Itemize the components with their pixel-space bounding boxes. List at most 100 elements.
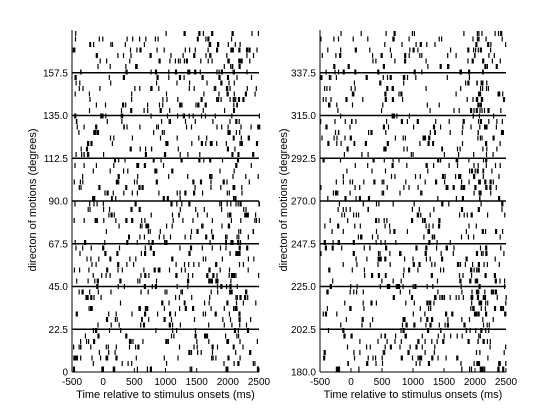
spike-tick bbox=[378, 201, 380, 207]
spike-tick bbox=[139, 47, 142, 53]
spike-tick bbox=[178, 344, 181, 350]
spike-tick bbox=[427, 141, 430, 146]
spike-tick bbox=[255, 300, 257, 306]
spike-tick bbox=[399, 251, 402, 256]
spike-tick bbox=[323, 350, 326, 355]
spike-tick bbox=[227, 223, 231, 229]
spike-tick bbox=[221, 80, 223, 86]
spike-tick bbox=[432, 223, 434, 229]
spike-tick bbox=[363, 245, 365, 251]
spike-tick bbox=[149, 229, 151, 234]
y-tick-label: 45.0 bbox=[49, 282, 69, 293]
spike-tick bbox=[82, 174, 84, 179]
spike-tick bbox=[88, 306, 90, 311]
spike-tick bbox=[236, 75, 238, 80]
spike-tick bbox=[159, 108, 162, 113]
spike-tick bbox=[389, 262, 391, 267]
spike-tick bbox=[501, 130, 504, 135]
y-tick-label: 202.5 bbox=[291, 325, 316, 336]
spike-tick bbox=[478, 300, 480, 306]
spike-tick bbox=[431, 339, 433, 344]
spike-tick bbox=[476, 36, 478, 42]
spike-tick bbox=[110, 322, 112, 328]
spike-tick bbox=[488, 119, 490, 124]
spike-tick bbox=[227, 124, 229, 130]
spike-tick bbox=[384, 223, 386, 229]
spike-tick bbox=[166, 339, 168, 344]
spike-tick bbox=[328, 75, 330, 80]
spike-tick bbox=[96, 130, 100, 135]
spike-tick bbox=[393, 36, 395, 42]
spike-tick bbox=[369, 322, 371, 328]
spike-tick bbox=[436, 339, 438, 344]
spike-tick bbox=[479, 300, 482, 306]
spike-tick bbox=[446, 185, 449, 190]
spike-tick bbox=[337, 366, 341, 372]
spike-tick bbox=[176, 135, 178, 141]
spike-tick bbox=[225, 240, 227, 245]
spike-tick bbox=[384, 333, 386, 339]
spike-tick bbox=[212, 355, 214, 361]
spike-tick bbox=[215, 355, 217, 361]
spike-tick bbox=[403, 75, 406, 80]
spike-tick bbox=[434, 262, 436, 267]
spike-tick bbox=[377, 273, 380, 278]
spike-tick bbox=[198, 31, 201, 36]
spike-tick bbox=[323, 355, 326, 361]
spike-tick bbox=[492, 179, 494, 185]
spike-tick bbox=[441, 256, 444, 262]
spike-tick bbox=[356, 262, 358, 267]
spike-tick bbox=[183, 262, 186, 267]
spike-tick bbox=[342, 179, 344, 185]
spike-tick bbox=[233, 306, 235, 311]
spike-tick bbox=[371, 234, 374, 240]
spike-tick bbox=[214, 311, 217, 317]
spike-tick bbox=[95, 124, 98, 130]
spike-tick bbox=[460, 86, 462, 91]
spike-tick bbox=[412, 152, 414, 157]
spike-tick bbox=[165, 339, 167, 344]
spike-tick bbox=[125, 185, 127, 190]
spike-tick bbox=[479, 124, 481, 130]
spike-tick bbox=[190, 234, 192, 240]
spike-tick bbox=[362, 201, 364, 207]
spike-tick bbox=[338, 240, 340, 245]
x-tick-label: 2000 bbox=[464, 377, 487, 388]
spike-tick bbox=[117, 262, 120, 267]
spike-tick bbox=[448, 201, 450, 207]
spike-tick bbox=[235, 251, 238, 256]
spike-tick bbox=[83, 218, 85, 223]
spike-tick bbox=[458, 108, 460, 113]
spike-tick bbox=[434, 130, 436, 135]
spike-tick bbox=[140, 251, 142, 256]
spike-tick bbox=[417, 355, 419, 361]
spike-tick bbox=[496, 295, 498, 300]
spike-tick bbox=[358, 212, 360, 218]
spike-tick bbox=[258, 218, 260, 223]
spike-tick bbox=[457, 262, 460, 267]
spike-tick bbox=[81, 289, 83, 295]
spike-tick bbox=[184, 47, 186, 53]
spike-tick bbox=[415, 75, 417, 80]
spike-tick bbox=[102, 245, 105, 251]
spike-tick bbox=[334, 130, 337, 135]
spike-tick bbox=[169, 58, 171, 64]
spike-tick bbox=[497, 31, 500, 36]
spike-tick bbox=[355, 256, 357, 262]
spike-tick bbox=[216, 97, 218, 102]
spike-tick bbox=[489, 179, 492, 185]
spike-tick bbox=[238, 262, 241, 267]
spike-tick bbox=[443, 333, 445, 339]
spike-tick bbox=[429, 256, 431, 262]
spike-tick bbox=[168, 174, 170, 179]
spike-tick bbox=[110, 289, 112, 295]
spike-tick bbox=[237, 361, 240, 366]
spike-tick bbox=[202, 223, 204, 229]
spike-tick bbox=[246, 328, 250, 333]
spike-tick bbox=[413, 69, 416, 75]
spike-tick bbox=[142, 339, 144, 344]
spike-tick bbox=[143, 234, 145, 240]
spike-tick bbox=[230, 240, 232, 245]
spike-tick bbox=[235, 97, 237, 102]
spike-tick bbox=[207, 58, 209, 64]
